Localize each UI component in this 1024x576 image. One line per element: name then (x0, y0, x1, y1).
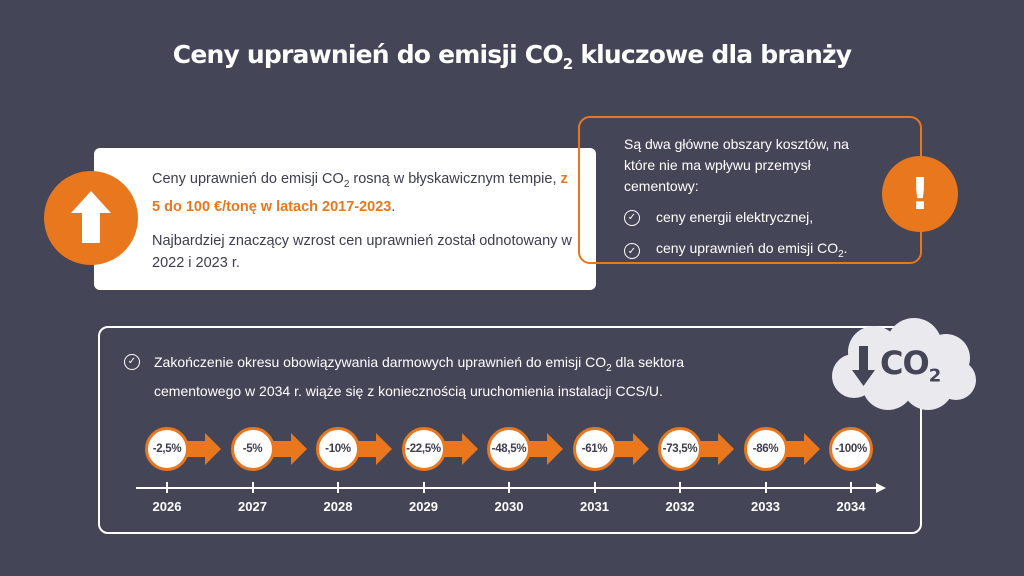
step-arrow-icon (268, 433, 307, 465)
price-growth-text: Ceny uprawnień do emisji CO2 rosną w bły… (152, 171, 568, 215)
step-arrow-icon (696, 433, 734, 465)
growth-years-text: Najbardziej znaczący wzrost cen uprawnie… (152, 232, 572, 271)
list-item: ✓ ceny energii elektrycznej, (624, 207, 860, 228)
price-range-highlight: z 5 do 100 €/tonę w latach 2017-2023 (152, 171, 568, 215)
page-title: Ceny uprawnień do emisji CO2 kluczowe dl… (172, 40, 852, 73)
cost-areas-card: Są dwa główne obszary kosztów, na które … (578, 116, 922, 264)
year-label: 2030 (494, 499, 524, 514)
cost-areas-intro: Są dwa główne obszary kosztów, na które … (624, 136, 849, 194)
check-circle-icon: ✓ (624, 243, 640, 260)
year-label: 2028 (323, 499, 353, 514)
check-circle-icon: ✓ (124, 354, 140, 370)
check-circle-icon: ✓ (624, 209, 640, 226)
step-arrow-icon (781, 433, 820, 465)
reduction-step: -22,5% (401, 427, 446, 471)
step-arrow-icon (525, 433, 563, 465)
co2-label: CO2 (880, 344, 941, 387)
year-label: 2033 (751, 499, 780, 514)
reduction-step: -100% (829, 427, 873, 471)
timeline-axis (136, 487, 884, 489)
year-label: 2029 (409, 499, 438, 514)
step-arrow-icon (183, 433, 221, 465)
reduction-step: -61% (572, 427, 617, 471)
year-label: 2027 (238, 499, 267, 514)
reduction-step: -86% (743, 427, 788, 471)
reduction-step: -10% (316, 427, 360, 471)
reduction-step: -73,5% (658, 427, 702, 471)
price-info-card: Ceny uprawnień do emisji CO2 rosną w bły… (94, 148, 596, 290)
list-item: ✓ ceny uprawnień do emisji CO2. (624, 238, 860, 265)
year-label: 2032 (665, 499, 695, 514)
step-arrow-icon (354, 433, 392, 465)
reduction-step: -2,5% (145, 427, 189, 471)
cloud-icon (832, 318, 976, 410)
free-allowances-text: ✓ Zakończenie okresu obowiązywania darmo… (124, 351, 774, 402)
timeline-card (98, 326, 922, 534)
year-label: 2031 (580, 499, 609, 514)
axis-arrowhead-icon (876, 483, 886, 493)
reduction-step: -5% (230, 427, 275, 471)
step-arrow-icon (610, 433, 649, 465)
step-arrow-icon (439, 433, 478, 465)
arrow-up-icon (44, 171, 138, 265)
arrow-down-icon (852, 346, 875, 386)
exclamation-icon: ! (882, 156, 958, 232)
year-label: 2034 (836, 499, 866, 514)
year-label: 2026 (152, 499, 182, 514)
reduction-step: -48,5% (487, 427, 531, 471)
